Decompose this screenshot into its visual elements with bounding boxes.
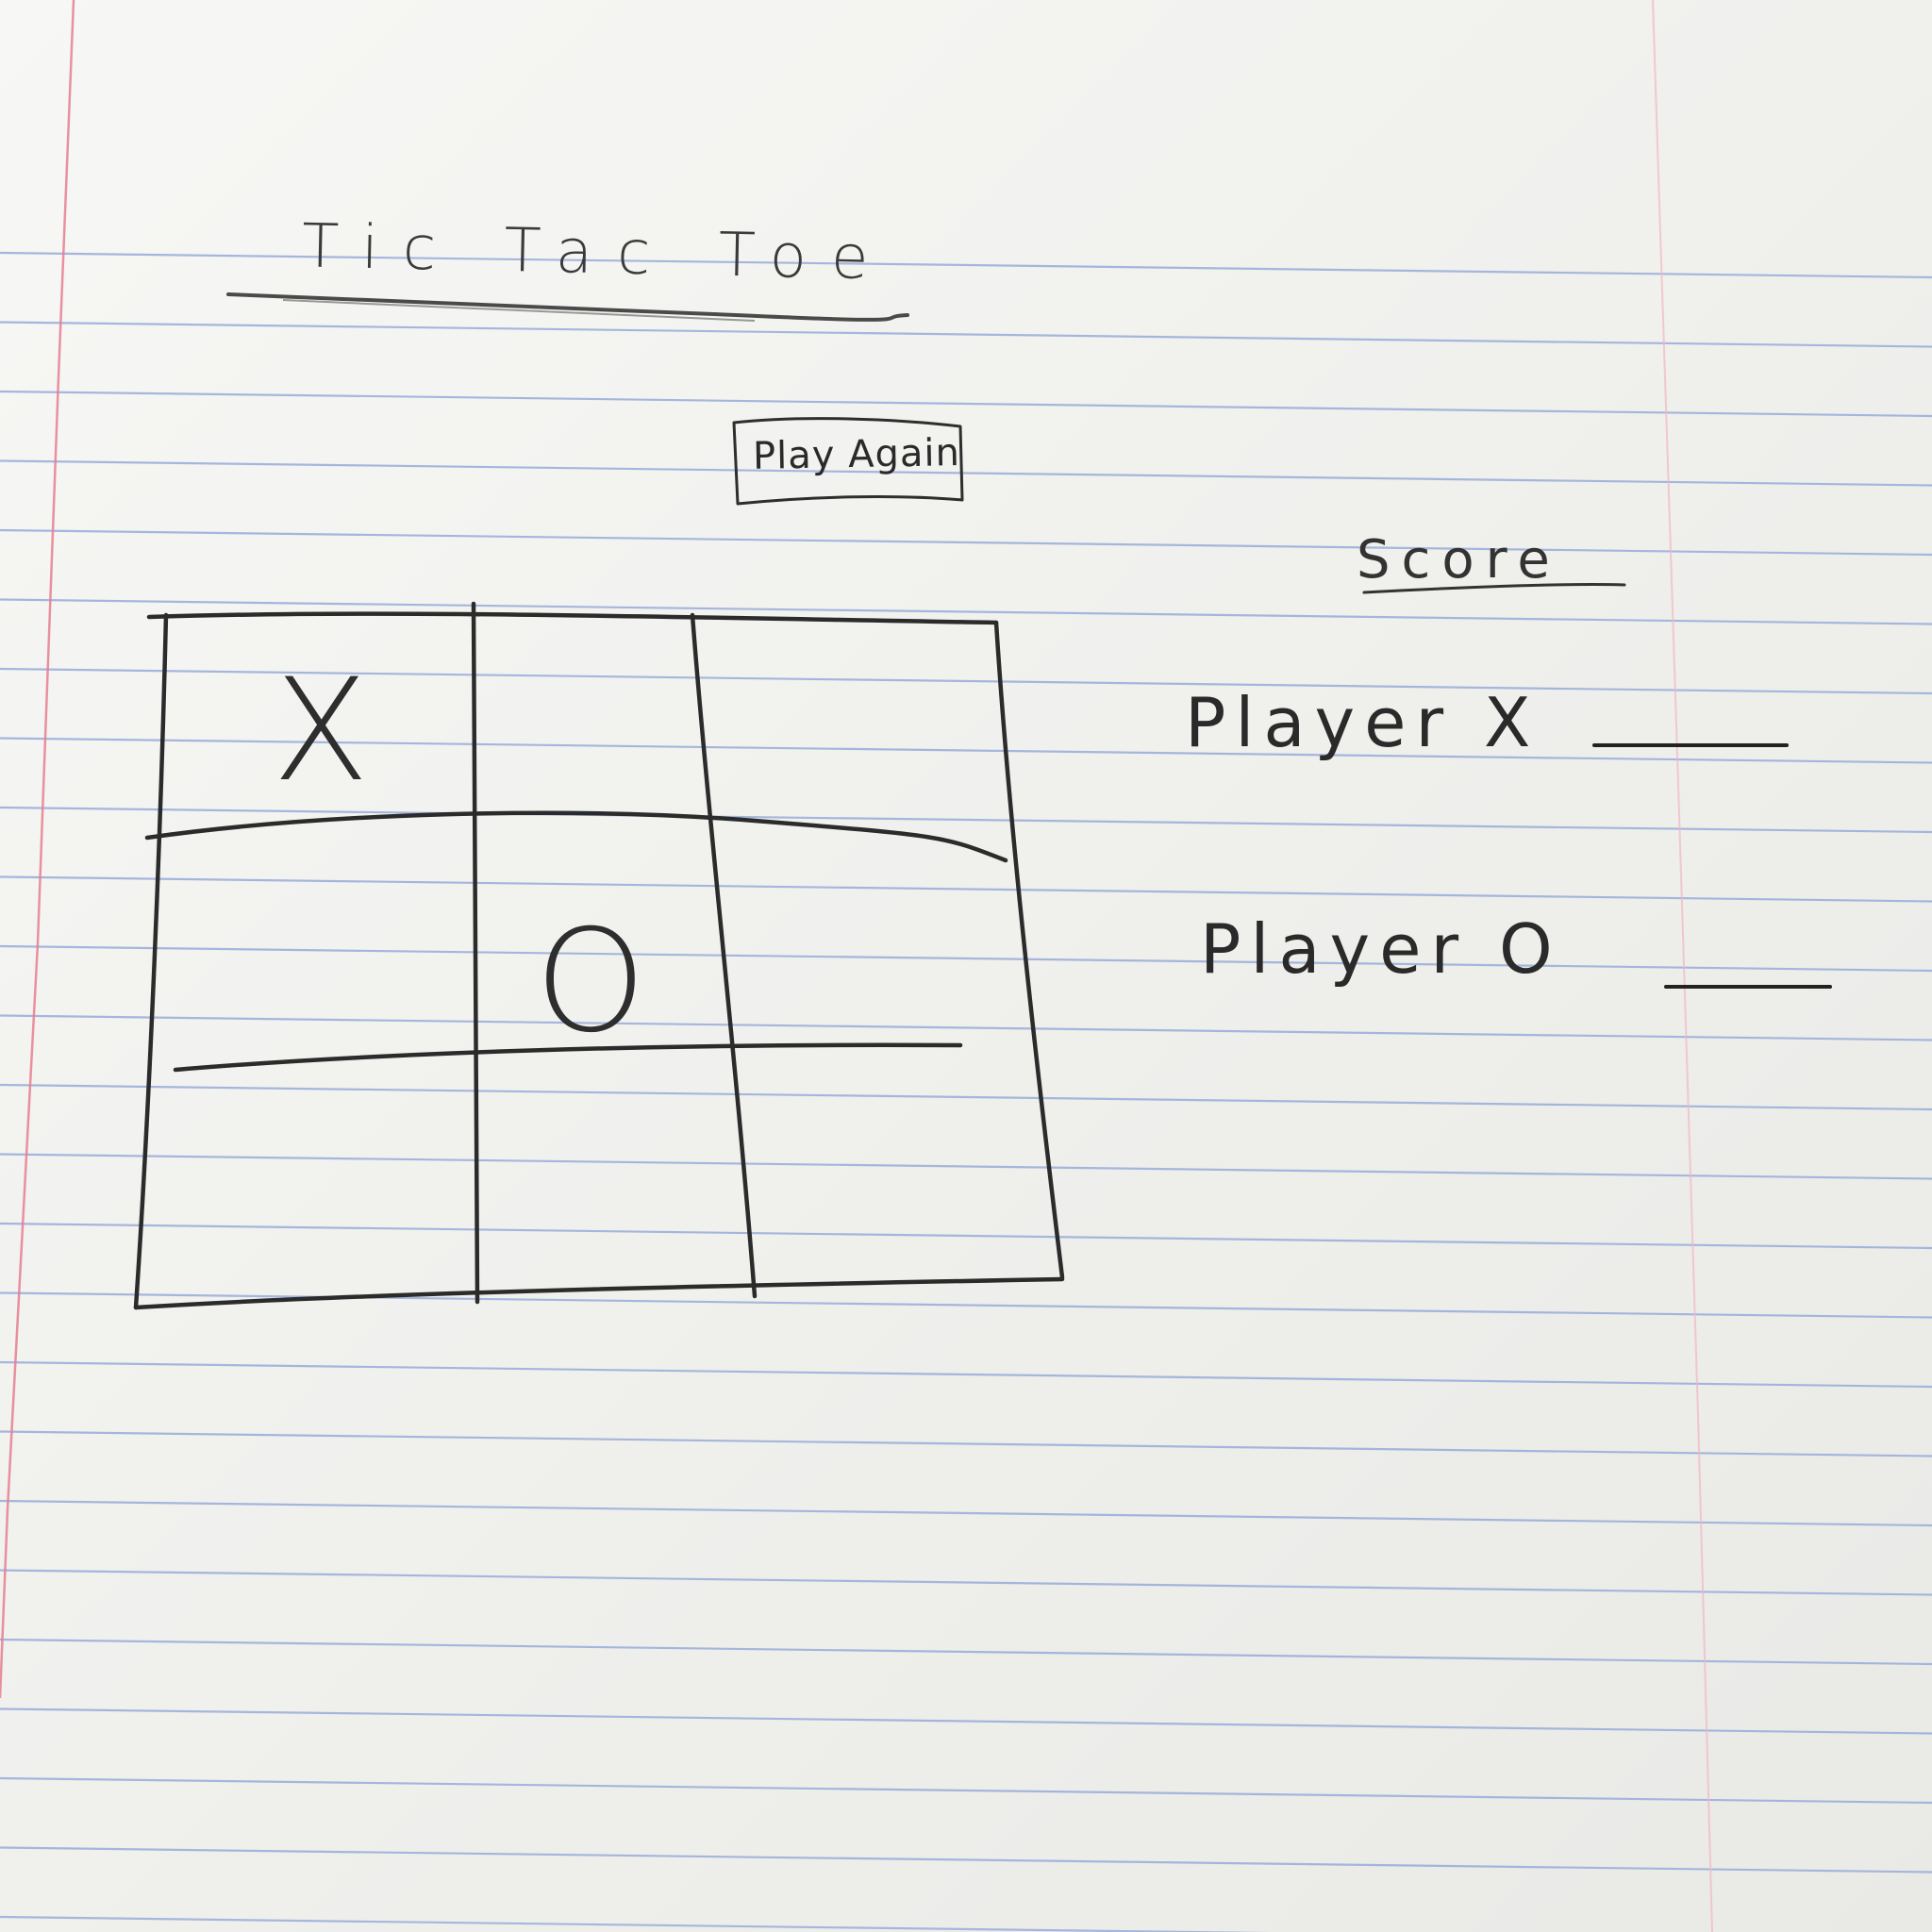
ruled-line (0, 321, 1932, 348)
ruled-line (0, 1569, 1932, 1596)
ruled-line (0, 528, 1932, 557)
ruled-line (0, 1846, 1932, 1874)
board-cell-6[interactable] (726, 840, 1009, 1043)
ruled-line (0, 1222, 1932, 1250)
ruled-line (0, 1083, 1932, 1111)
ruled-line (0, 251, 1932, 279)
player-x-label: Player X (1185, 683, 1541, 762)
ruled-line (0, 598, 1932, 625)
board-cell-2[interactable] (477, 623, 692, 811)
ruled-line (0, 944, 1932, 973)
ruled-line (0, 1153, 1932, 1180)
ruled-line (0, 1499, 1932, 1527)
ruled-line (0, 806, 1932, 834)
board-cell-3[interactable] (698, 626, 991, 815)
board-cell-7[interactable] (142, 1075, 472, 1292)
board-cell-9[interactable] (760, 1053, 1053, 1279)
board-cell-4[interactable] (166, 840, 472, 1055)
ruled-line (0, 875, 1932, 903)
ruled-line (0, 1430, 1932, 1457)
board-cell-8[interactable] (481, 1053, 749, 1289)
board-cell-5[interactable]: O (477, 821, 713, 1053)
board-cell-1[interactable]: X (170, 623, 472, 830)
ruled-line (0, 667, 1932, 695)
play-again-label: Play Again (752, 431, 961, 478)
ruled-line (0, 737, 1932, 764)
ruled-line (0, 1776, 1932, 1805)
ruled-line (0, 1014, 1932, 1041)
cell-mark: X (272, 649, 370, 813)
ruled-line (0, 1707, 1932, 1735)
cell-mark: O (534, 900, 647, 1064)
ruled-line (0, 1360, 1932, 1389)
ruled-line (0, 459, 1932, 487)
ruled-line (0, 390, 1932, 418)
ruled-line (0, 1638, 1932, 1666)
score-heading: Score (1357, 529, 1561, 591)
ruled-line (0, 1915, 1271, 1932)
player-o-label: Player O (1200, 909, 1562, 989)
board-grid (133, 601, 1065, 1310)
page-title: Tic Tac Toe (301, 211, 894, 294)
ruled-line (0, 1291, 1932, 1319)
